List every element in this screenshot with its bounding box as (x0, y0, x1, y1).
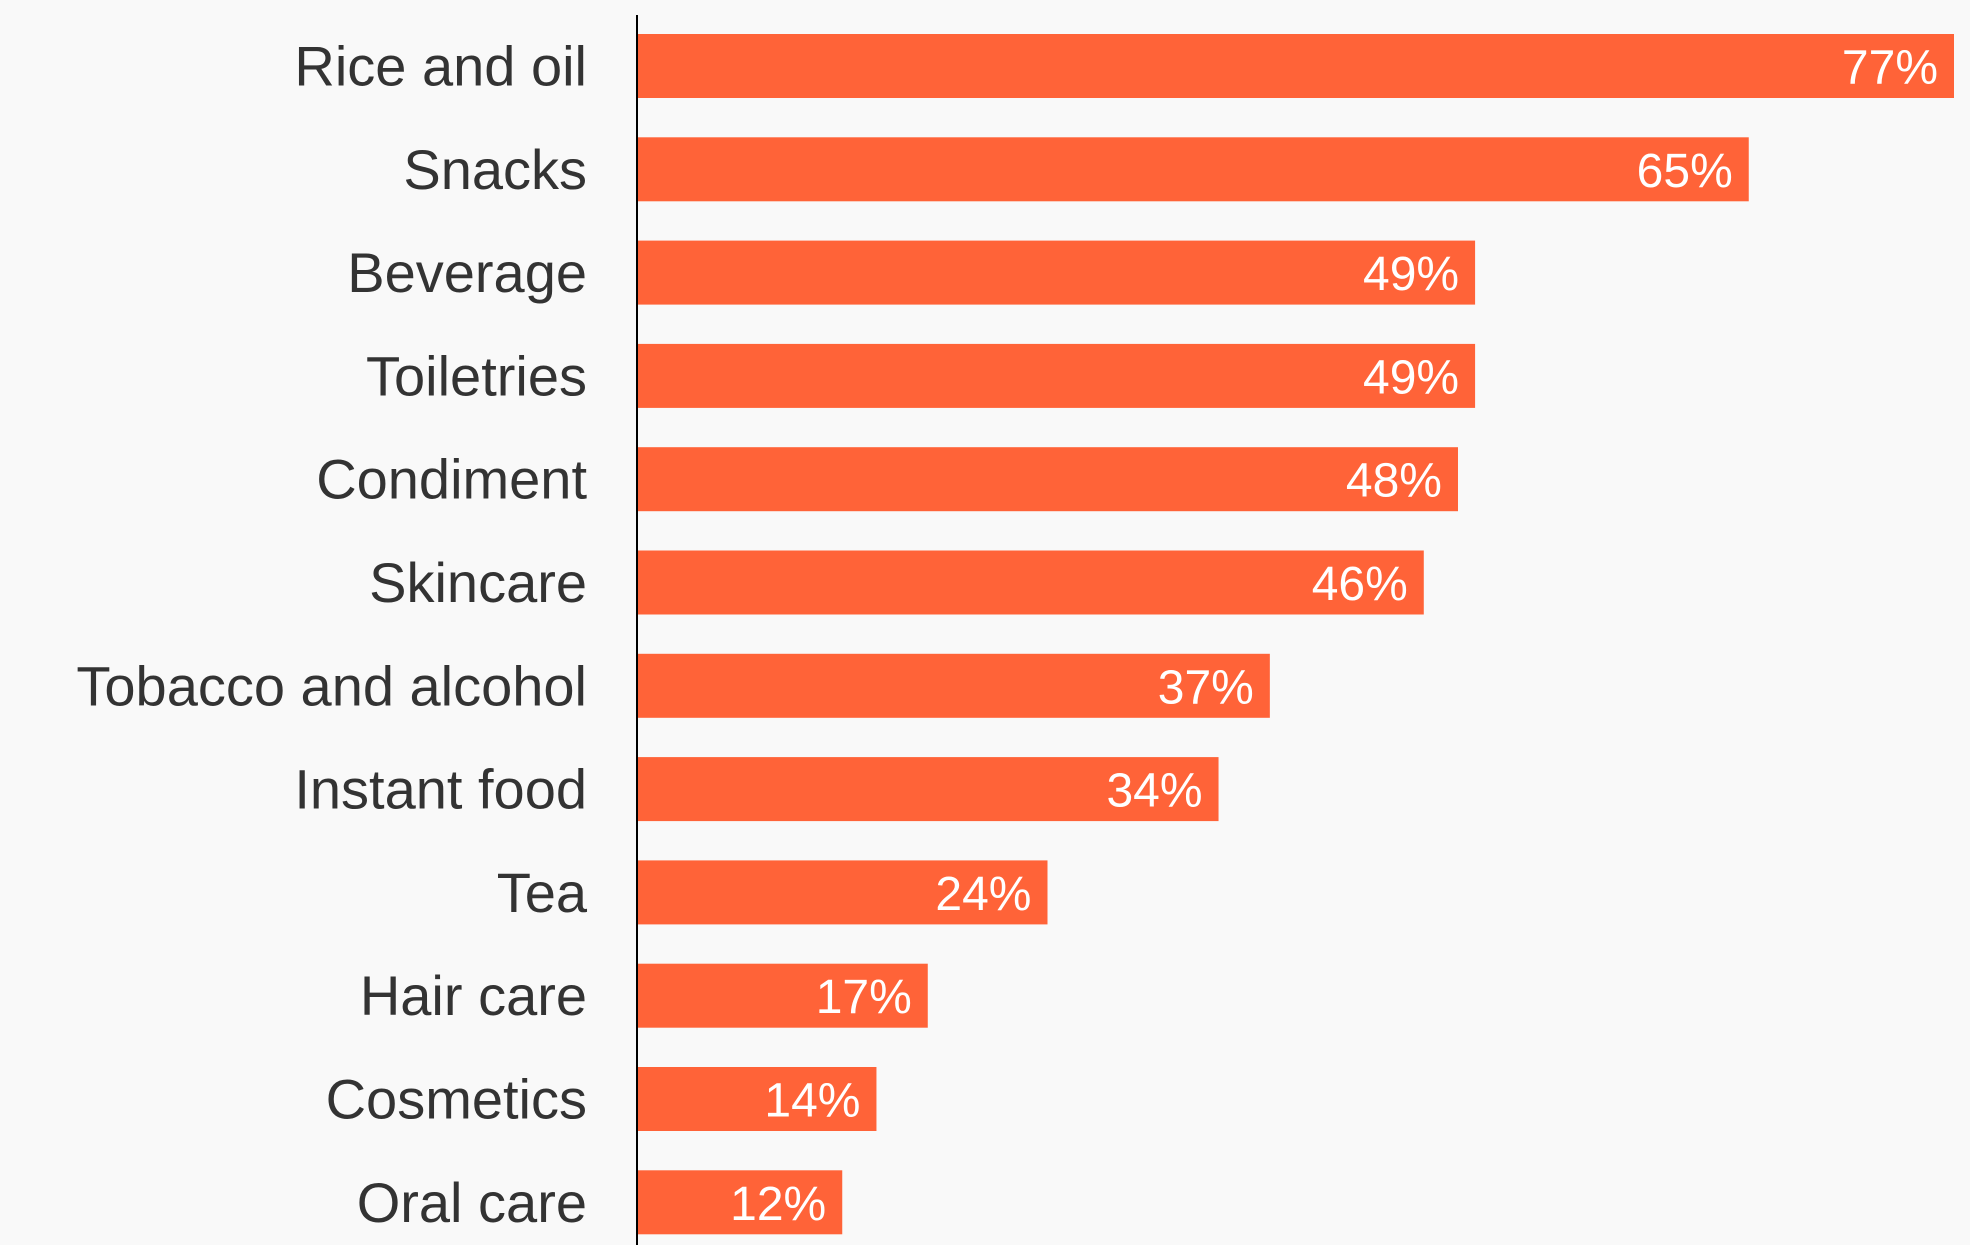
category-label-toiletries: Toiletries (366, 344, 587, 407)
category-label-rice-and-oil: Rice and oil (294, 35, 587, 98)
bar-condiment (637, 447, 1458, 512)
value-label-condiment: 48% (1346, 455, 1442, 508)
value-label-tea: 24% (935, 868, 1031, 921)
bar-toiletries (637, 343, 1476, 408)
bar-instant-food (637, 757, 1219, 822)
value-labels-group: 77% 65% 49% 49% 48% 46% 37% 34% 24% 17% 14% 12% (730, 42, 1938, 1231)
category-label-oral-care: Oral care (357, 1171, 587, 1234)
category-label-instant-food: Instant food (294, 758, 587, 821)
category-label-tea: Tea (497, 861, 588, 924)
bar-beverage (637, 240, 1476, 305)
value-label-skincare: 46% (1312, 558, 1408, 611)
value-label-instant-food: 34% (1106, 765, 1202, 818)
bar-skincare (637, 550, 1424, 615)
value-label-tobacco-and-alcohol: 37% (1158, 661, 1254, 714)
bar-cosmetics (637, 1067, 877, 1131)
value-label-toiletries: 49% (1363, 351, 1459, 404)
category-label-skincare: Skincare (369, 551, 587, 614)
bar-rice-and-oil (637, 34, 1954, 98)
value-label-oral-care: 12% (730, 1178, 826, 1231)
category-label-hair-care: Hair care (360, 964, 587, 1027)
category-label-beverage: Beverage (347, 241, 587, 304)
category-label-snacks: Snacks (403, 138, 587, 201)
value-label-snacks: 65% (1637, 145, 1733, 198)
category-label-tobacco-and-alcohol: Tobacco and alcohol (76, 654, 587, 717)
value-label-rice-and-oil: 77% (1842, 42, 1938, 95)
value-label-hair-care: 17% (816, 971, 912, 1024)
category-label-cosmetics: Cosmetics (326, 1068, 587, 1131)
value-label-beverage: 49% (1363, 248, 1459, 301)
category-label-condiment: Condiment (316, 448, 587, 511)
bar-snacks (637, 137, 1749, 202)
bars-group (637, 34, 1954, 1235)
bar-hair-care (637, 963, 928, 1028)
bar-tobacco-and-alcohol (637, 653, 1270, 718)
bar-tea (637, 860, 1048, 925)
category-labels-group: Rice and oil Snacks Beverage Toiletries Cond… (76, 35, 587, 1234)
value-label-cosmetics: 14% (764, 1075, 860, 1128)
bar-oral-care (637, 1170, 843, 1235)
